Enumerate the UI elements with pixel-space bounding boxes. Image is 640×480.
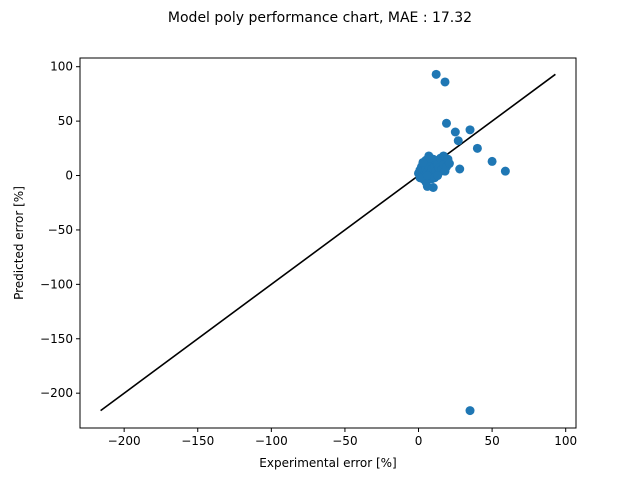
- x-tick-label: −100: [255, 434, 288, 448]
- plot-area: −200 −150 −100 −50 0 50 100 −200 −150 −100 −50 0 50…: [40, 57, 577, 448]
- scatter-point: [440, 77, 450, 87]
- x-tick-label: −50: [332, 434, 357, 448]
- reference-line-group: [100, 73, 556, 412]
- scatter-point: [472, 143, 482, 153]
- scatter-point: [444, 159, 454, 169]
- scatter-point: [465, 125, 475, 135]
- scatter-point: [487, 156, 497, 166]
- y-tick-label: 50: [58, 114, 73, 128]
- scatter-points: [414, 69, 510, 416]
- y-tick-label: −50: [48, 223, 73, 237]
- x-tick-label: −200: [108, 434, 141, 448]
- scatter-point: [455, 164, 465, 174]
- y-axis: −200 −150 −100 −50 0 50 100: [40, 60, 80, 400]
- scatter-point: [433, 171, 443, 181]
- y-tick-label: 0: [65, 169, 73, 183]
- scatter-point: [431, 69, 441, 79]
- x-tick-label: 0: [415, 434, 423, 448]
- y-tick-label: −200: [40, 386, 73, 400]
- chart-title: Model poly performance chart, MAE : 17.3…: [168, 10, 472, 26]
- scatter-point: [465, 406, 475, 416]
- scatter-point: [415, 173, 425, 183]
- y-tick-label: −100: [40, 277, 73, 291]
- x-axis: −200 −150 −100 −50 0 50 100: [108, 428, 577, 448]
- scatter-point: [428, 183, 438, 192]
- identity-line: [100, 73, 556, 412]
- x-tick-label: 50: [484, 434, 499, 448]
- scatter-point: [425, 153, 435, 163]
- y-axis-label: Predicted error [%]: [12, 186, 26, 300]
- scatter-point: [441, 118, 451, 128]
- x-tick-label: 100: [554, 434, 577, 448]
- scatter-point: [453, 136, 463, 146]
- axes-frame: [79, 57, 577, 429]
- scatter-point: [500, 166, 510, 176]
- x-tick-label: −150: [181, 434, 214, 448]
- scatter-point: [418, 157, 428, 167]
- scatter-point: [450, 127, 460, 137]
- y-tick-label: 100: [50, 60, 73, 74]
- y-tick-label: −150: [40, 332, 73, 346]
- scatter-point: [422, 171, 432, 181]
- x-axis-label: Experimental error [%]: [259, 456, 396, 470]
